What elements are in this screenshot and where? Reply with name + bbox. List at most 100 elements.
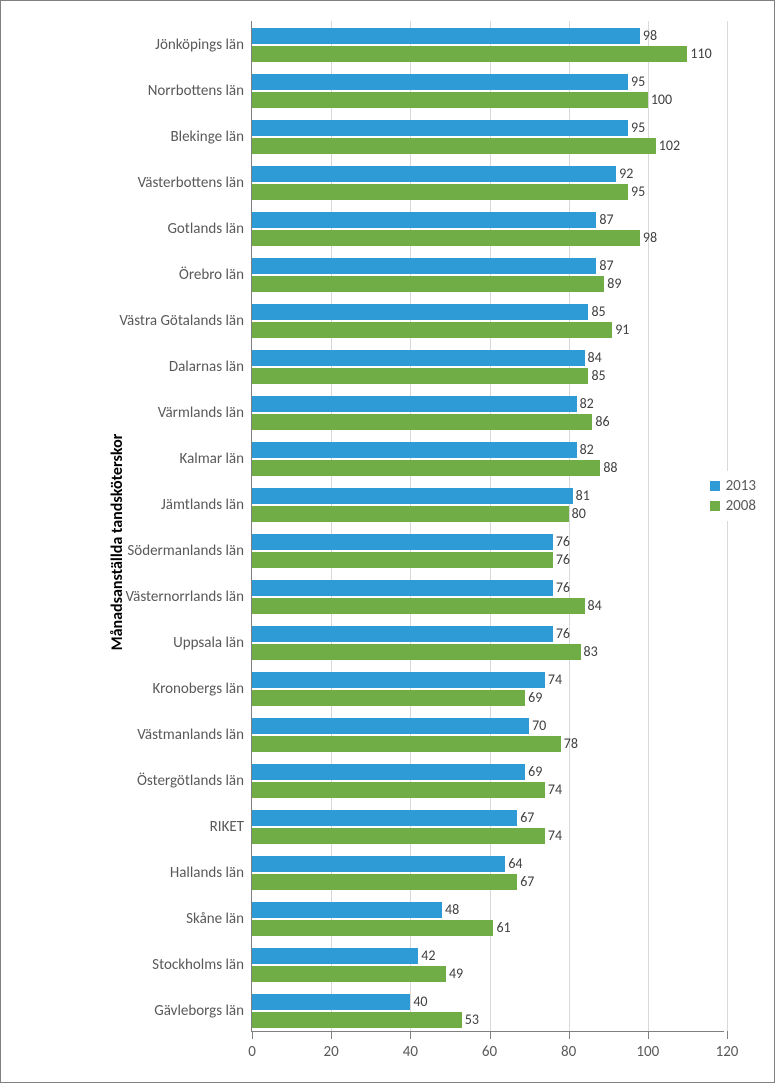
x-tick xyxy=(252,1031,253,1039)
x-axis-label: 80 xyxy=(561,1043,576,1061)
chart-frame: Månadsanställda tandsköterskor 020406080… xyxy=(0,0,775,1083)
gridline xyxy=(727,21,728,1031)
bar-2013: 82 xyxy=(252,396,577,412)
bar-2008: 74 xyxy=(252,828,545,844)
bar-2008: 83 xyxy=(252,644,581,660)
bar-2013: 69 xyxy=(252,764,525,780)
bar-value-label: 95 xyxy=(628,184,645,200)
bar-value-label: 88 xyxy=(600,460,617,476)
bar-2008: 80 xyxy=(252,506,569,522)
bar-2008: 49 xyxy=(252,966,446,982)
bar-value-label: 85 xyxy=(588,304,605,320)
bar-value-label: 67 xyxy=(517,810,534,826)
x-tick xyxy=(331,1031,332,1039)
bar-value-label: 84 xyxy=(585,350,602,366)
bar-value-label: 49 xyxy=(446,966,463,982)
bar-2013: 48 xyxy=(252,902,442,918)
category-label: Gotlands län xyxy=(167,220,252,238)
bar-2013: 76 xyxy=(252,626,553,642)
bar-2013: 95 xyxy=(252,74,628,90)
category-label: Kronobergs län xyxy=(153,680,252,698)
category-label: Gävleborgs län xyxy=(154,1002,252,1020)
x-tick xyxy=(410,1031,411,1039)
bar-value-label: 61 xyxy=(493,920,510,936)
bar-2013: 74 xyxy=(252,672,545,688)
bar-2008: 61 xyxy=(252,920,493,936)
category-label: Östergötlands län xyxy=(137,772,252,790)
category-label: Jönköpings län xyxy=(155,36,252,54)
x-tick xyxy=(648,1031,649,1039)
bar-2008: 91 xyxy=(252,322,612,338)
bar-value-label: 91 xyxy=(612,322,629,338)
bar-value-label: 80 xyxy=(569,506,586,522)
category-label: Västerbottens län xyxy=(138,174,252,192)
bar-2008: 95 xyxy=(252,184,628,200)
y-axis-title: Månadsanställda tandsköterskor xyxy=(108,433,127,650)
bar-2013: 82 xyxy=(252,442,577,458)
x-axis-label: 40 xyxy=(403,1043,418,1061)
x-axis-label: 0 xyxy=(248,1043,256,1061)
category-label: Skåne län xyxy=(186,910,252,928)
bar-2013: 64 xyxy=(252,856,505,872)
bar-2013: 95 xyxy=(252,120,628,136)
category-label: Värmlands län xyxy=(158,404,252,422)
legend-swatch-2013 xyxy=(710,481,720,491)
bar-value-label: 98 xyxy=(640,230,657,246)
bar-2013: 87 xyxy=(252,258,596,274)
bar-value-label: 74 xyxy=(545,672,562,688)
category-label: Hallands län xyxy=(170,864,252,882)
bar-2008: 85 xyxy=(252,368,588,384)
category-label: Södermanlands län xyxy=(127,542,252,560)
bar-value-label: 74 xyxy=(545,828,562,844)
bar-value-label: 87 xyxy=(596,212,613,228)
bar-value-label: 70 xyxy=(529,718,546,734)
bar-2013: 67 xyxy=(252,810,517,826)
category-label: Norrbottens län xyxy=(148,82,252,100)
bar-2013: 81 xyxy=(252,488,573,504)
bar-2008: 84 xyxy=(252,598,585,614)
bar-2013: 92 xyxy=(252,166,616,182)
category-label: RIKET xyxy=(210,818,252,836)
bar-value-label: 82 xyxy=(577,442,594,458)
bar-value-label: 89 xyxy=(604,276,621,292)
bar-value-label: 40 xyxy=(410,994,427,1010)
bar-value-label: 42 xyxy=(418,948,435,964)
bar-value-label: 48 xyxy=(442,902,459,918)
bar-2013: 40 xyxy=(252,994,410,1010)
bar-value-label: 98 xyxy=(640,28,657,44)
bar-value-label: 64 xyxy=(505,856,522,872)
category-label: Blekinge län xyxy=(170,128,252,146)
bar-value-label: 78 xyxy=(561,736,578,752)
bar-2008: 86 xyxy=(252,414,592,430)
bar-2013: 76 xyxy=(252,580,553,596)
category-label: Stockholms län xyxy=(152,956,252,974)
bar-value-label: 69 xyxy=(525,764,542,780)
bar-2013: 87 xyxy=(252,212,596,228)
bar-value-label: 81 xyxy=(573,488,590,504)
bar-2008: 78 xyxy=(252,736,561,752)
x-tick xyxy=(727,1031,728,1039)
legend-item-2013: 2013 xyxy=(710,477,756,495)
bar-value-label: 92 xyxy=(616,166,633,182)
category-label: Uppsala län xyxy=(173,634,252,652)
bar-value-label: 84 xyxy=(585,598,602,614)
x-axis-label: 20 xyxy=(324,1043,339,1061)
category-label: Västra Götalands län xyxy=(119,312,252,330)
bar-value-label: 95 xyxy=(628,120,645,136)
category-label: Jämtlands län xyxy=(161,496,252,514)
x-tick xyxy=(490,1031,491,1039)
category-label: Västernorrlands län xyxy=(125,588,252,606)
bar-value-label: 82 xyxy=(577,396,594,412)
legend: 2013 2008 xyxy=(704,471,762,521)
bar-value-label: 100 xyxy=(648,92,672,108)
bar-2008: 88 xyxy=(252,460,600,476)
bar-2008: 89 xyxy=(252,276,604,292)
bar-2008: 67 xyxy=(252,874,517,890)
bar-value-label: 76 xyxy=(553,552,570,568)
bar-2013: 85 xyxy=(252,304,588,320)
bar-2008: 102 xyxy=(252,138,656,154)
plot-area: 020406080100120Jönköpings län98110Norrbo… xyxy=(251,21,724,1032)
bar-2008: 100 xyxy=(252,92,648,108)
category-label: Västmanlands län xyxy=(137,726,252,744)
bar-value-label: 83 xyxy=(581,644,598,660)
